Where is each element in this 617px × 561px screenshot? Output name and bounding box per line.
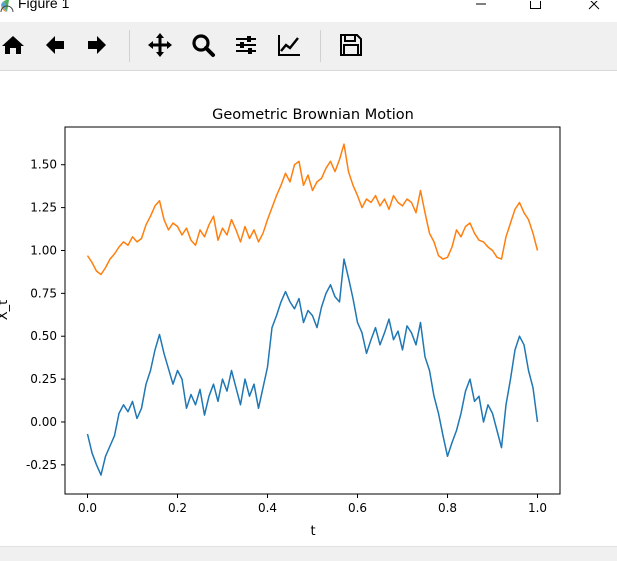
sliders-icon [236,36,256,54]
arrow-right-icon [88,36,106,54]
x-tick-label: 1.0 [528,501,547,515]
line-chart-icon [278,35,300,56]
edit-axis-button[interactable] [276,32,302,58]
magnifier-icon [192,34,215,57]
y-axis: -0.25 0.00 0.25 0.50 0.75 1.00 1.25 1.50 [26,158,65,472]
matplotlib-logo-icon [0,0,14,12]
move-arrows-icon [148,33,172,57]
save-button[interactable] [338,32,364,58]
y-tick-label: 0.75 [30,286,57,300]
window-title: Figure 1 [18,0,70,11]
y-tick-label: 1.00 [30,243,57,257]
forward-button[interactable] [84,32,110,58]
y-tick-label: 0.00 [30,415,57,429]
chart-svg: Geometric Brownian Motion 0.0 0.2 0.4 0.6 0.… [0,107,561,539]
toolbar-separator [129,30,130,62]
navigation-toolbar [0,22,617,71]
series-line-1 [86,143,539,276]
x-axis: 0.0 0.2 0.4 0.6 0.8 1.0 [78,494,547,515]
y-axis-label: X_t [0,300,11,321]
zoom-button[interactable] [190,32,216,58]
x-tick-label: 0.4 [258,501,277,515]
chart-title: Geometric Brownian Motion [212,107,414,123]
arrow-left-icon [46,36,64,54]
y-tick-label: 1.25 [30,201,57,215]
x-tick-label: 0.8 [438,501,457,515]
close-button[interactable] [571,0,617,14]
floppy-disk-icon [340,34,362,56]
x-tick-label: 0.0 [78,501,97,515]
minimize-button[interactable] [458,0,504,14]
subplots-button[interactable] [233,32,259,58]
y-tick-label: 1.50 [30,158,57,172]
pan-button[interactable] [147,32,173,58]
figure-canvas[interactable]: Geometric Brownian Motion 0.0 0.2 0.4 0.6 0.… [0,71,617,546]
axes-frame [64,126,561,495]
y-tick-label: 0.50 [30,329,57,343]
x-tick-label: 0.2 [168,501,187,515]
status-bar [0,546,617,561]
window-titlebar: Figure 1 [0,0,617,22]
y-tick-label: -0.25 [26,458,57,472]
series-line-0 [86,258,539,476]
home-icon [2,36,24,54]
plot-area [86,143,539,476]
maximize-button[interactable] [512,0,558,14]
toolbar-separator [320,30,321,62]
x-tick-label: 0.6 [348,501,367,515]
x-axis-label: t [310,524,315,539]
y-tick-label: 0.25 [30,372,57,386]
home-button[interactable] [0,32,26,58]
back-button[interactable] [42,32,68,58]
